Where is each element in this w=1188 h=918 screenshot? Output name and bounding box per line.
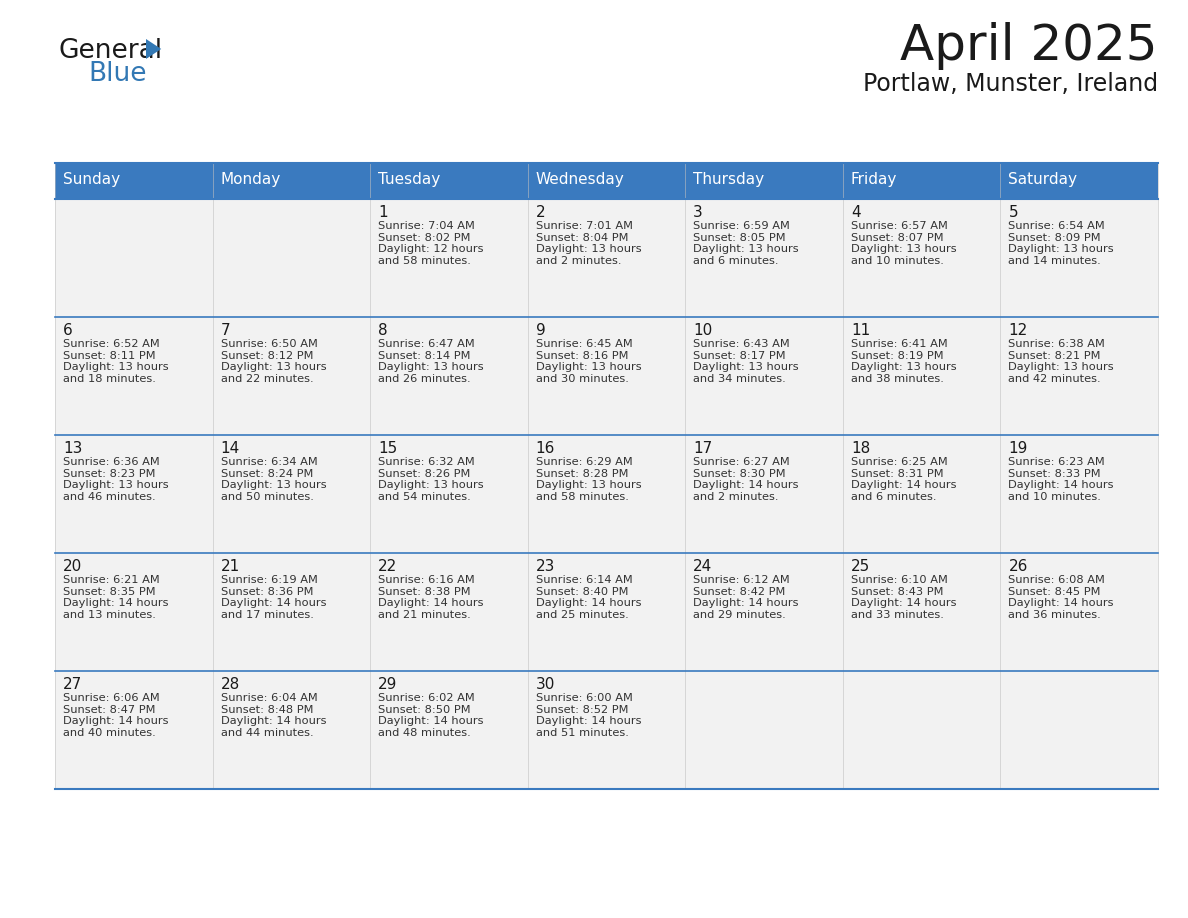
Text: 25: 25	[851, 559, 870, 574]
Text: Monday: Monday	[221, 172, 280, 187]
Text: Blue: Blue	[88, 61, 146, 87]
Text: 29: 29	[378, 677, 398, 692]
Text: 27: 27	[63, 677, 82, 692]
Text: Sunrise: 6:21 AM
Sunset: 8:35 PM
Daylight: 14 hours
and 13 minutes.: Sunrise: 6:21 AM Sunset: 8:35 PM Dayligh…	[63, 575, 169, 620]
Text: 13: 13	[63, 441, 82, 456]
Text: Friday: Friday	[851, 172, 897, 187]
Text: Sunrise: 6:34 AM
Sunset: 8:24 PM
Daylight: 13 hours
and 50 minutes.: Sunrise: 6:34 AM Sunset: 8:24 PM Dayligh…	[221, 457, 327, 502]
Bar	[55, 163, 1158, 199]
Text: Sunrise: 6:27 AM
Sunset: 8:30 PM
Daylight: 14 hours
and 2 minutes.: Sunrise: 6:27 AM Sunset: 8:30 PM Dayligh…	[694, 457, 798, 502]
Text: General: General	[58, 38, 162, 64]
Text: Sunrise: 6:50 AM
Sunset: 8:12 PM
Daylight: 13 hours
and 22 minutes.: Sunrise: 6:50 AM Sunset: 8:12 PM Dayligh…	[221, 339, 327, 384]
Text: Sunrise: 7:04 AM
Sunset: 8:02 PM
Daylight: 12 hours
and 58 minutes.: Sunrise: 7:04 AM Sunset: 8:02 PM Dayligh…	[378, 221, 484, 266]
Text: Sunrise: 6:25 AM
Sunset: 8:31 PM
Daylight: 14 hours
and 6 minutes.: Sunrise: 6:25 AM Sunset: 8:31 PM Dayligh…	[851, 457, 956, 502]
Text: 16: 16	[536, 441, 555, 456]
Text: Sunrise: 6:19 AM
Sunset: 8:36 PM
Daylight: 14 hours
and 17 minutes.: Sunrise: 6:19 AM Sunset: 8:36 PM Dayligh…	[221, 575, 326, 620]
Text: Sunrise: 6:57 AM
Sunset: 8:07 PM
Daylight: 13 hours
and 10 minutes.: Sunrise: 6:57 AM Sunset: 8:07 PM Dayligh…	[851, 221, 956, 266]
Text: 19: 19	[1009, 441, 1028, 456]
Text: 18: 18	[851, 441, 870, 456]
Text: Sunrise: 6:41 AM
Sunset: 8:19 PM
Daylight: 13 hours
and 38 minutes.: Sunrise: 6:41 AM Sunset: 8:19 PM Dayligh…	[851, 339, 956, 384]
Text: 12: 12	[1009, 323, 1028, 338]
Text: Sunrise: 6:00 AM
Sunset: 8:52 PM
Daylight: 14 hours
and 51 minutes.: Sunrise: 6:00 AM Sunset: 8:52 PM Dayligh…	[536, 693, 642, 738]
Text: 11: 11	[851, 323, 870, 338]
Text: Sunrise: 6:12 AM
Sunset: 8:42 PM
Daylight: 14 hours
and 29 minutes.: Sunrise: 6:12 AM Sunset: 8:42 PM Dayligh…	[694, 575, 798, 620]
Text: Sunrise: 6:29 AM
Sunset: 8:28 PM
Daylight: 13 hours
and 58 minutes.: Sunrise: 6:29 AM Sunset: 8:28 PM Dayligh…	[536, 457, 642, 502]
Text: Sunrise: 6:06 AM
Sunset: 8:47 PM
Daylight: 14 hours
and 40 minutes.: Sunrise: 6:06 AM Sunset: 8:47 PM Dayligh…	[63, 693, 169, 738]
Text: Wednesday: Wednesday	[536, 172, 625, 187]
Text: 20: 20	[63, 559, 82, 574]
Text: 26: 26	[1009, 559, 1028, 574]
Text: 7: 7	[221, 323, 230, 338]
Text: Portlaw, Munster, Ireland: Portlaw, Munster, Ireland	[862, 72, 1158, 96]
Text: 4: 4	[851, 205, 860, 220]
Text: Sunrise: 6:14 AM
Sunset: 8:40 PM
Daylight: 14 hours
and 25 minutes.: Sunrise: 6:14 AM Sunset: 8:40 PM Dayligh…	[536, 575, 642, 620]
Text: 6: 6	[63, 323, 72, 338]
Text: Sunrise: 6:08 AM
Sunset: 8:45 PM
Daylight: 14 hours
and 36 minutes.: Sunrise: 6:08 AM Sunset: 8:45 PM Dayligh…	[1009, 575, 1114, 620]
Bar	[55, 163, 1158, 789]
Text: Sunrise: 6:47 AM
Sunset: 8:14 PM
Daylight: 13 hours
and 26 minutes.: Sunrise: 6:47 AM Sunset: 8:14 PM Dayligh…	[378, 339, 484, 384]
Text: Sunrise: 6:43 AM
Sunset: 8:17 PM
Daylight: 13 hours
and 34 minutes.: Sunrise: 6:43 AM Sunset: 8:17 PM Dayligh…	[694, 339, 798, 384]
Text: Thursday: Thursday	[694, 172, 764, 187]
Text: 23: 23	[536, 559, 555, 574]
Text: Tuesday: Tuesday	[378, 172, 441, 187]
Text: Sunrise: 6:10 AM
Sunset: 8:43 PM
Daylight: 14 hours
and 33 minutes.: Sunrise: 6:10 AM Sunset: 8:43 PM Dayligh…	[851, 575, 956, 620]
Text: Sunrise: 6:32 AM
Sunset: 8:26 PM
Daylight: 13 hours
and 54 minutes.: Sunrise: 6:32 AM Sunset: 8:26 PM Dayligh…	[378, 457, 484, 502]
Text: Sunrise: 6:45 AM
Sunset: 8:16 PM
Daylight: 13 hours
and 30 minutes.: Sunrise: 6:45 AM Sunset: 8:16 PM Dayligh…	[536, 339, 642, 384]
Text: 15: 15	[378, 441, 398, 456]
Text: 14: 14	[221, 441, 240, 456]
Text: 10: 10	[694, 323, 713, 338]
Text: Sunrise: 6:38 AM
Sunset: 8:21 PM
Daylight: 13 hours
and 42 minutes.: Sunrise: 6:38 AM Sunset: 8:21 PM Dayligh…	[1009, 339, 1114, 384]
Text: Sunrise: 6:36 AM
Sunset: 8:23 PM
Daylight: 13 hours
and 46 minutes.: Sunrise: 6:36 AM Sunset: 8:23 PM Dayligh…	[63, 457, 169, 502]
Text: 28: 28	[221, 677, 240, 692]
Text: Sunrise: 6:54 AM
Sunset: 8:09 PM
Daylight: 13 hours
and 14 minutes.: Sunrise: 6:54 AM Sunset: 8:09 PM Dayligh…	[1009, 221, 1114, 266]
Text: Sunrise: 6:16 AM
Sunset: 8:38 PM
Daylight: 14 hours
and 21 minutes.: Sunrise: 6:16 AM Sunset: 8:38 PM Dayligh…	[378, 575, 484, 620]
Text: April 2025: April 2025	[901, 22, 1158, 70]
Text: Sunrise: 6:23 AM
Sunset: 8:33 PM
Daylight: 14 hours
and 10 minutes.: Sunrise: 6:23 AM Sunset: 8:33 PM Dayligh…	[1009, 457, 1114, 502]
Text: 3: 3	[694, 205, 703, 220]
Text: 22: 22	[378, 559, 398, 574]
Text: 21: 21	[221, 559, 240, 574]
Text: Sunrise: 6:04 AM
Sunset: 8:48 PM
Daylight: 14 hours
and 44 minutes.: Sunrise: 6:04 AM Sunset: 8:48 PM Dayligh…	[221, 693, 326, 738]
Text: Sunday: Sunday	[63, 172, 120, 187]
Text: Sunrise: 6:52 AM
Sunset: 8:11 PM
Daylight: 13 hours
and 18 minutes.: Sunrise: 6:52 AM Sunset: 8:11 PM Dayligh…	[63, 339, 169, 384]
Text: Saturday: Saturday	[1009, 172, 1078, 187]
Text: 8: 8	[378, 323, 387, 338]
Polygon shape	[146, 39, 162, 59]
Text: 2: 2	[536, 205, 545, 220]
Text: Sunrise: 6:02 AM
Sunset: 8:50 PM
Daylight: 14 hours
and 48 minutes.: Sunrise: 6:02 AM Sunset: 8:50 PM Dayligh…	[378, 693, 484, 738]
Text: 30: 30	[536, 677, 555, 692]
Text: Sunrise: 6:59 AM
Sunset: 8:05 PM
Daylight: 13 hours
and 6 minutes.: Sunrise: 6:59 AM Sunset: 8:05 PM Dayligh…	[694, 221, 798, 266]
Text: 24: 24	[694, 559, 713, 574]
Text: 1: 1	[378, 205, 387, 220]
Text: 5: 5	[1009, 205, 1018, 220]
Text: 17: 17	[694, 441, 713, 456]
Text: 9: 9	[536, 323, 545, 338]
Text: Sunrise: 7:01 AM
Sunset: 8:04 PM
Daylight: 13 hours
and 2 minutes.: Sunrise: 7:01 AM Sunset: 8:04 PM Dayligh…	[536, 221, 642, 266]
